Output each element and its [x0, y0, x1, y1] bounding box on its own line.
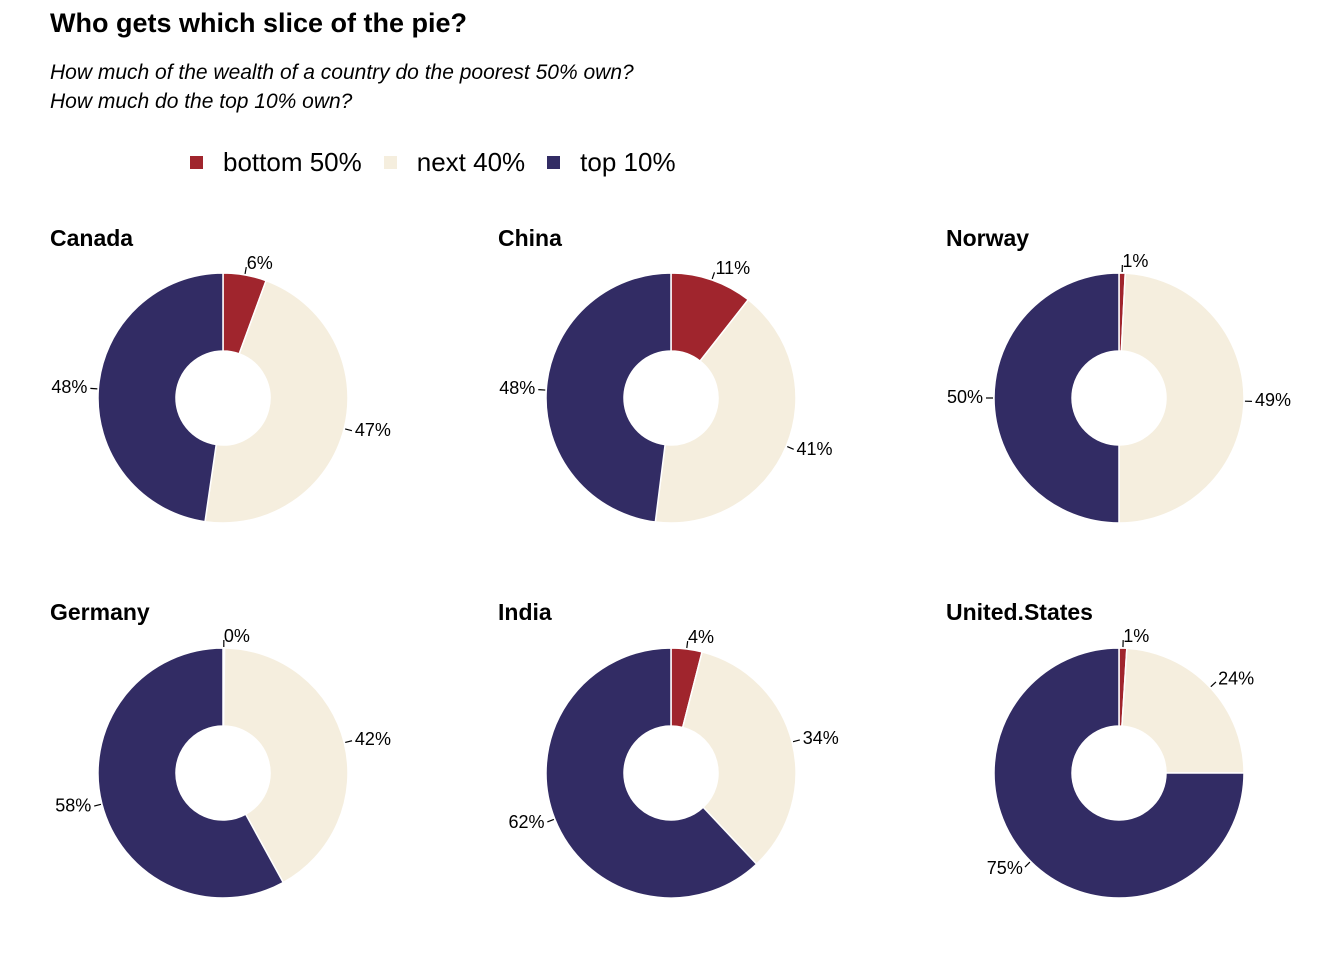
- slice-label-united-states-bottom-50: 1%: [1123, 626, 1149, 646]
- slice-label-germany-next-40: 42%: [355, 729, 391, 749]
- chart-subtitle-line-2: How much do the top 10% own?: [50, 90, 353, 113]
- facet-title-united-states: United.States: [946, 599, 1093, 625]
- slice-label-germany-top-10: 58%: [55, 796, 91, 816]
- facet-united-states: United.States 1% 24% 75%: [946, 599, 1254, 899]
- slice-label-canada-bottom-50: 6%: [247, 253, 273, 273]
- facet-germany: Germany 0% 42% 58%: [50, 599, 391, 899]
- legend-swatch-bottom-50: [190, 155, 203, 169]
- facet-title-germany: Germany: [50, 599, 150, 625]
- legend-swatch-top-10: [547, 155, 561, 169]
- label-tick-germany-next-40: [345, 740, 353, 744]
- chart-title: Who gets which slice of the pie?: [50, 8, 468, 38]
- donut-hole-india: [624, 726, 718, 820]
- slice-label-germany-bottom-50: 0%: [224, 626, 250, 646]
- label-tick-germany-top-10: [94, 803, 102, 807]
- donut-hole-china: [624, 351, 718, 445]
- legend-label-bottom-50: bottom 50%: [223, 146, 362, 177]
- donut-hole-canada: [176, 351, 270, 445]
- chart-subtitle-line-1: How much of the wealth of a country do t…: [50, 61, 634, 84]
- donut-hole-united-states: [1072, 726, 1166, 820]
- slice-label-india-bottom-50: 4%: [688, 627, 714, 647]
- label-tick-india-top-10: [547, 818, 555, 823]
- label-tick-canada-bottom-50: [244, 266, 247, 275]
- label-tick-united-states-next-40: [1210, 681, 1217, 688]
- slice-label-united-states-top-10: 75%: [987, 858, 1023, 878]
- legend-item-bottom-50: bottom 50%: [190, 147, 362, 178]
- label-tick-canada-next-40: [344, 428, 353, 432]
- donut-hole-norway: [1072, 351, 1166, 445]
- slice-label-norway-next-40: 49%: [1255, 390, 1291, 410]
- legend-label-next-40: next 40%: [416, 146, 526, 177]
- legend-label-top-10: top 10%: [580, 146, 676, 177]
- slice-label-china-top-10: 48%: [499, 378, 535, 398]
- legend-item-top-10: top 10%: [547, 146, 676, 178]
- label-tick-united-states-top-10: [1024, 861, 1031, 868]
- donut-hole-germany: [176, 726, 270, 820]
- slice-label-canada-next-40: 47%: [355, 420, 391, 440]
- legend-item-next-40: next 40%: [383, 146, 526, 178]
- slice-label-canada-top-10: 48%: [51, 377, 87, 397]
- facet-canada: Canada 6% 47% 48%: [50, 225, 391, 524]
- slice-label-norway-bottom-50: 1%: [1122, 251, 1148, 271]
- facet-title-india: India: [498, 599, 552, 625]
- facet-norway: Norway 1% 49% 50%: [946, 225, 1291, 524]
- slice-label-china-bottom-50: 11%: [715, 258, 750, 278]
- facet-india: India 4% 34% 62%: [498, 599, 839, 899]
- legend-swatch-next-40: [383, 155, 397, 169]
- slice-label-india-top-10: 62%: [509, 812, 545, 832]
- slice-label-united-states-next-40: 24%: [1218, 669, 1254, 689]
- facet-title-norway: Norway: [946, 225, 1029, 251]
- label-tick-china-bottom-50: [711, 272, 716, 280]
- slice-label-norway-top-10: 50%: [947, 387, 983, 407]
- facet-title-canada: Canada: [50, 225, 133, 251]
- slice-label-india-next-40: 34%: [803, 728, 839, 748]
- label-tick-china-next-40: [787, 446, 794, 450]
- legend: bottom 50% next 40% top 10%: [190, 144, 698, 180]
- facet-title-china: China: [498, 225, 562, 251]
- slice-label-china-next-40: 41%: [796, 439, 832, 459]
- facet-china: China 11% 41% 48%: [498, 225, 833, 524]
- label-tick-canada-top-10: [90, 387, 98, 390]
- label-tick-india-bottom-50: [686, 640, 689, 649]
- label-tick-india-next-40: [792, 739, 800, 743]
